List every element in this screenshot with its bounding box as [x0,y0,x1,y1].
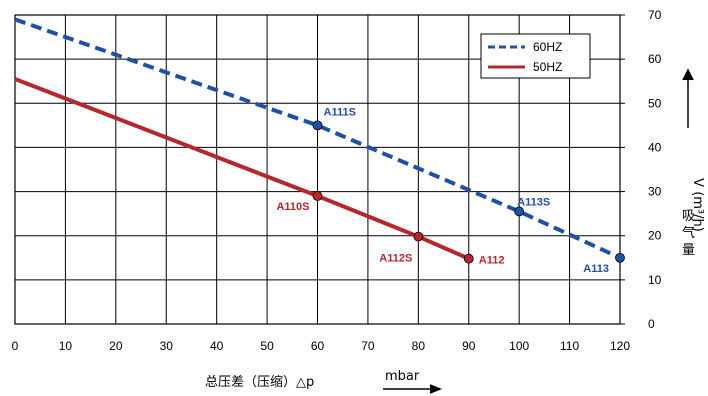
x-tick-label: 80 [412,339,426,353]
data-point [312,191,323,201]
x-tick-label: 20 [109,339,123,353]
y-tick-label: 0 [648,317,655,331]
y-axis-label-cn-1: 吸 [682,209,695,224]
legend-box [480,33,591,79]
data-point-label: A113S [517,196,550,208]
plot-frame [14,14,621,325]
y-axis-arrow [682,68,694,128]
data-point [463,253,474,264]
legend-label-60hz: 60HZ [533,40,562,54]
x-tick-label: 70 [361,339,375,353]
y-tick-label: 30 [648,185,662,199]
y-tick-label: 70 [648,8,662,22]
data-point-label: A110S [276,201,309,213]
x-tick-label: 0 [12,339,19,353]
y-axis-label-cn-2: 气 [682,225,695,241]
series-line-60hz [14,17,621,260]
y-axis-title: V (m³/h) 吸 气 量 [682,68,705,258]
y-axis-label-cn-3: 量 [682,243,695,258]
y-axis-label: V (m³/h) [690,178,705,232]
legend: 60HZ 50HZ [480,33,591,79]
x-tick-label: 10 [59,339,73,353]
x-axis-arrow [383,384,443,394]
x-axis-unit: mbar [385,369,420,384]
data-point [514,206,525,217]
x-axis-title: 总压差（压缩）△p mbar [205,369,443,394]
data-point [312,120,323,131]
y-tick-label: 20 [648,229,662,243]
x-tick-label: 30 [160,339,174,353]
x-tick-label: 100 [509,339,529,353]
data-point-label: A112S [379,253,412,265]
data-point [413,231,424,242]
data-point-label: A111S [324,106,356,118]
series-line-50hz [14,77,470,261]
tick-labels: 0 10 20 30 40 50 60 70 80 90 100 110 120 0 10 20 30 40 50 6… [12,8,662,353]
data-point [615,252,625,263]
legend-label-50hz: 50HZ [533,60,562,74]
x-tick-label: 50 [260,339,274,353]
y-tick-label: 40 [648,140,662,154]
x-tick-label: 90 [462,339,476,353]
x-tick-label: 60 [311,339,325,353]
x-tick-label: 120 [610,339,630,353]
data-point-label: A112 [479,255,505,267]
series-layer [14,17,621,261]
x-tick-label: 110 [560,339,579,353]
marker-layer: A111S A113S A113 A110S A112S A112 [276,106,625,275]
y-tick-label: 60 [648,52,662,66]
data-point-label: A113 [583,263,609,275]
x-tick-label: 40 [210,339,224,353]
x-axis-label: 总压差（压缩）△p [205,374,314,390]
y-tick-label: 10 [648,273,662,287]
y-tick-label: 50 [648,96,662,110]
